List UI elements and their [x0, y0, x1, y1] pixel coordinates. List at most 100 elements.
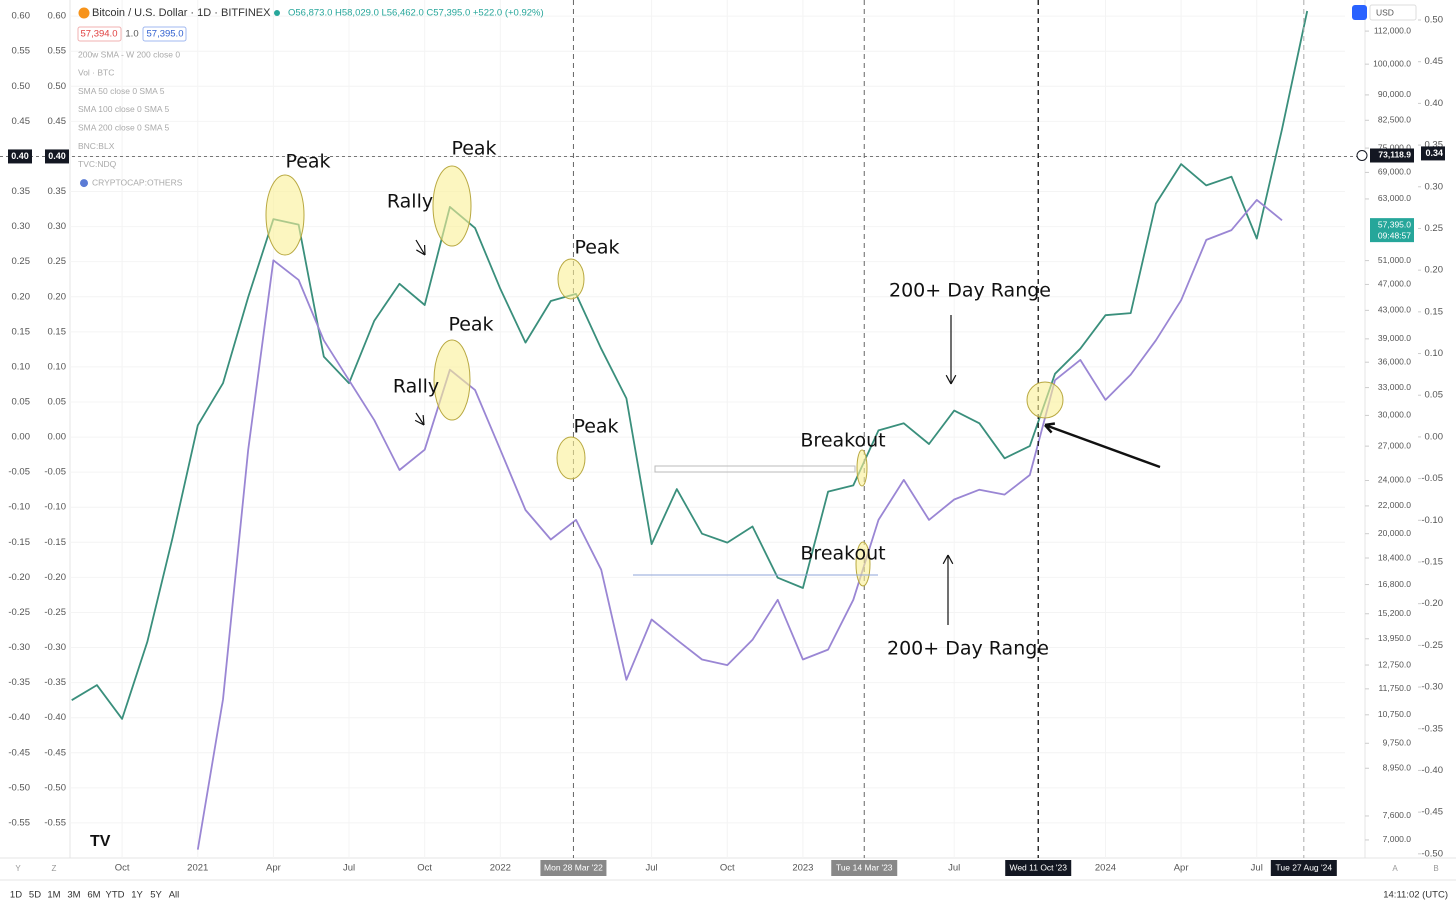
y3-tick-label: -0.05	[1421, 473, 1443, 484]
arrow-head	[416, 249, 426, 256]
indicator: 200w SMA - W 200 close 0	[78, 49, 180, 59]
range-button[interactable]: All	[169, 890, 180, 901]
range-button[interactable]: 1Y	[131, 890, 143, 901]
range-button[interactable]: 3M	[67, 890, 80, 901]
axis-button[interactable]: A	[1392, 864, 1398, 873]
highlight-circle	[432, 165, 472, 247]
y-tick-label: 0.55	[48, 46, 67, 57]
currency-box[interactable]	[1369, 4, 1417, 21]
y2-tick-label: 100,000.0	[1373, 58, 1411, 68]
annotation: Peak	[448, 314, 493, 336]
y-tick-label: -0.50	[44, 782, 66, 793]
range-button[interactable]: YTD	[106, 890, 125, 901]
ohlc: O56,873.0 H58,029.0 L56,462.0 C57,395.0 …	[288, 8, 544, 19]
settings-icon[interactable]	[1352, 5, 1367, 20]
y2-tick-label: 43,000.0	[1378, 305, 1411, 315]
y2-tick-label: 8,950.0	[1383, 763, 1412, 773]
indicator: SMA 100 close 0 SMA 5	[78, 104, 169, 114]
annotation: Rally	[393, 376, 439, 398]
range-button[interactable]: 6M	[87, 890, 100, 901]
y3-tick-label: -0.25	[1421, 640, 1443, 651]
y2-tick-label: 82,500.0	[1378, 115, 1411, 125]
y-tick-label: -0.20	[8, 572, 30, 583]
arrow	[415, 239, 426, 256]
y3-tick-label: 0.00	[1425, 431, 1444, 442]
y-tick-label: 0.25	[12, 256, 31, 267]
y-tick-label: 0.00	[12, 432, 31, 443]
y3-tick-label: -0.45	[1421, 807, 1443, 818]
y-tick-label: 0.30	[48, 221, 67, 232]
y2-tick-label: 90,000.0	[1378, 89, 1411, 99]
y-tick-label: -0.40	[8, 712, 30, 723]
annotation: Peak	[573, 416, 618, 438]
arrow-head	[414, 419, 425, 426]
crosshair-label: 0.40	[48, 151, 66, 161]
y-tick-label: -0.55	[8, 817, 30, 828]
y2-tick-label: 33,000.0	[1378, 382, 1411, 392]
y-tick-label: -0.05	[44, 467, 66, 478]
y3-tick-label: -0.20	[1421, 598, 1443, 609]
marker-label-box	[540, 860, 607, 876]
y-tick-label: 0.00	[48, 432, 67, 443]
annotation: Peak	[285, 151, 330, 173]
x-tick-label: Oct	[115, 863, 130, 874]
y3-tick-label: -0.35	[1421, 723, 1443, 734]
y3-tick-label: 0.15	[1425, 306, 1444, 317]
y-tick-label: 0.50	[48, 81, 67, 92]
x-tick-label: 2021	[187, 863, 208, 874]
axis-button[interactable]: Y	[15, 864, 21, 873]
arrow-head	[1044, 422, 1056, 427]
series-line	[196, 199, 1283, 850]
range-button[interactable]: 1M	[47, 890, 60, 901]
y-tick-label: 0.25	[48, 256, 67, 267]
y-tick-label: -0.25	[8, 607, 30, 618]
range-button[interactable]: 5D	[29, 890, 41, 901]
last-price-box	[1370, 218, 1414, 243]
x-tick-label: 2024	[1095, 863, 1116, 874]
y-tick-label: -0.55	[44, 817, 66, 828]
y3-tick-label: 0.40	[1425, 98, 1444, 109]
y-tick-label: -0.45	[8, 747, 30, 758]
indicator: TVC:NDQ	[78, 159, 117, 169]
y2-tick-label: 7,600.0	[1383, 810, 1412, 820]
annotation: 200+ Day Range	[887, 638, 1049, 660]
axis-button[interactable]: Z	[52, 864, 57, 873]
y3-tick-label: -0.10	[1421, 515, 1443, 526]
y3-tick-label: 0.45	[1425, 56, 1444, 67]
y3-tick-label: -0.40	[1421, 765, 1443, 776]
y-tick-label: 0.10	[12, 361, 31, 372]
crosshair-label: 0.40	[11, 151, 29, 161]
indicator: Vol · BTC	[78, 68, 114, 78]
indicator: SMA 200 close 0 SMA 5	[78, 122, 169, 132]
y-tick-label: -0.45	[44, 747, 66, 758]
highlight-circle	[1026, 381, 1064, 419]
y-tick-label: -0.20	[44, 572, 66, 583]
y-tick-label: 0.05	[12, 397, 31, 408]
y3-tick-label: 0.25	[1425, 223, 1444, 234]
plot	[70, 0, 1345, 858]
highlight-circle	[557, 258, 585, 300]
y2-tick-label: 112,000.0	[1374, 25, 1411, 35]
axis-button[interactable]: B	[1433, 864, 1438, 873]
range-box	[654, 465, 856, 473]
range-button[interactable]: 5Y	[150, 890, 162, 901]
indicator-icon	[80, 179, 88, 188]
y-tick-label: 0.60	[48, 11, 67, 22]
y3-tick-label: -0.50	[1421, 848, 1443, 859]
annotation: Peak	[451, 138, 496, 160]
last-price: 57,395.0	[1378, 219, 1411, 229]
highlight-circle	[556, 436, 586, 480]
x-tick-label: 2022	[490, 863, 511, 874]
y3-tick-label: -0.15	[1421, 557, 1443, 568]
arrow-head	[945, 374, 952, 385]
y-tick-label: 0.60	[12, 11, 31, 22]
marker-label: Wed 11 Oct '23	[1009, 862, 1067, 872]
bid-box[interactable]	[77, 26, 122, 42]
arrow-head	[950, 374, 957, 385]
symbol-icon	[78, 7, 90, 19]
ask-box[interactable]	[142, 26, 187, 42]
highlight-circle	[265, 174, 305, 256]
range-button[interactable]: 1D	[10, 890, 22, 901]
y-tick-label: 0.45	[12, 116, 31, 127]
